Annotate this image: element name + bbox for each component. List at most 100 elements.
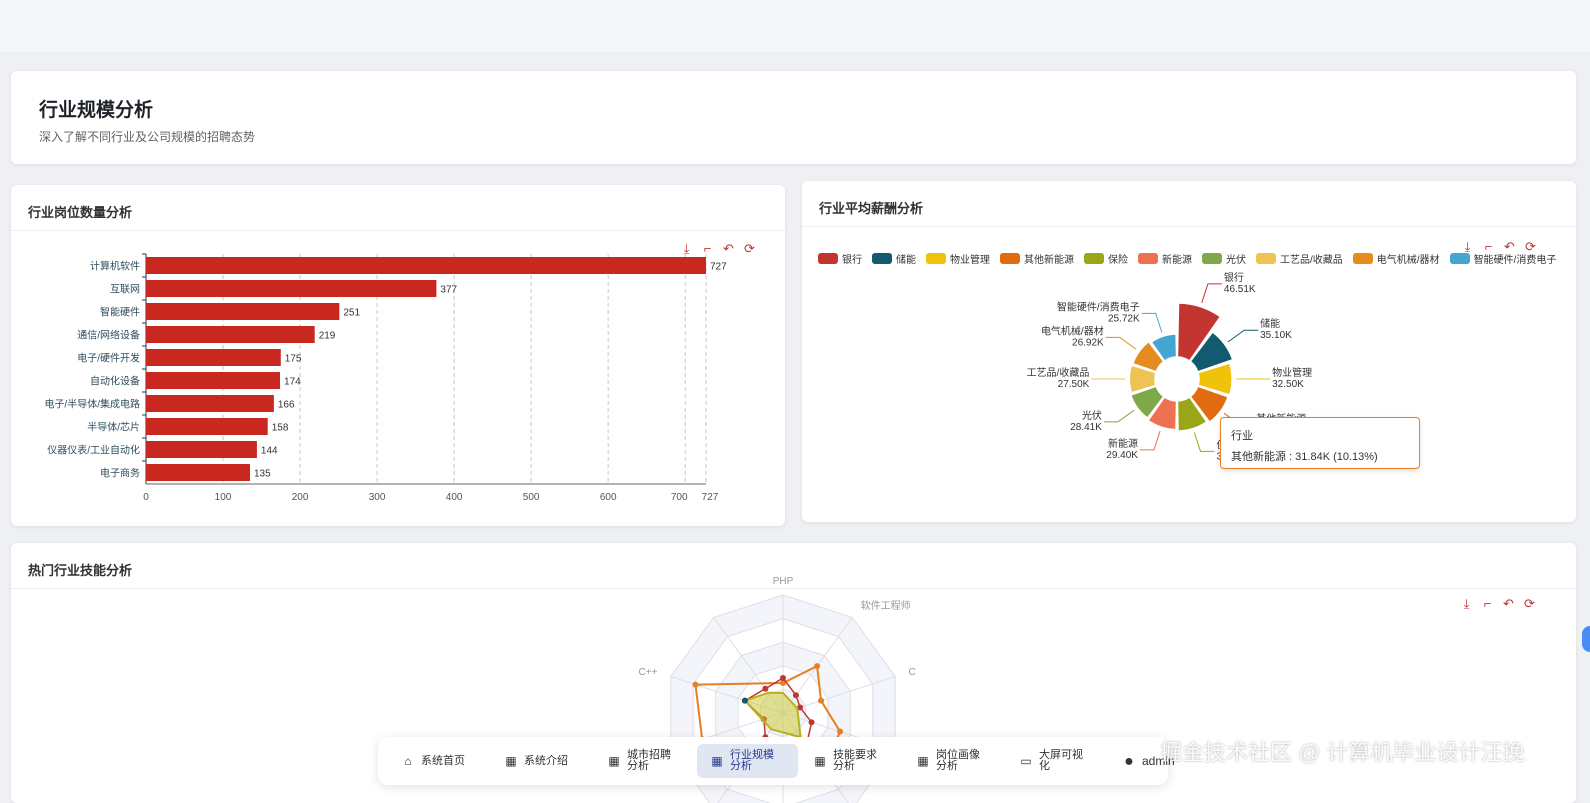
- slice-name-label: 银行: [1224, 271, 1244, 284]
- bar[interactable]: [146, 418, 268, 435]
- undo-icon[interactable]: ↶: [1503, 596, 1514, 611]
- card-title-skills: 热门行业技能分析: [11, 543, 1576, 589]
- home-icon: ⌂: [404, 753, 412, 768]
- legend-label: 光伏: [1226, 255, 1246, 266]
- pie-slice[interactable]: [1129, 385, 1165, 419]
- legend-swatch: [1138, 253, 1158, 264]
- pie-slice[interactable]: [1189, 385, 1229, 423]
- legend-item[interactable]: 其他新能源: [1000, 251, 1074, 266]
- y-tick-label: 仪器仪表/工业自动化: [47, 444, 140, 457]
- legend-item[interactable]: 物业管理: [926, 251, 990, 266]
- pie-slice[interactable]: [1150, 333, 1178, 362]
- nav-item[interactable]: ▦ 岗位画像分析: [903, 744, 1004, 778]
- radar-point[interactable]: [797, 704, 804, 711]
- radar-point[interactable]: [818, 697, 825, 704]
- chart-tooltip: 行业 其他新能源 : 31.84K (10.13%): [1220, 417, 1420, 469]
- legend-item[interactable]: 电气机械/器材: [1352, 251, 1440, 266]
- user-menu[interactable]: ● admin: [1109, 744, 1189, 778]
- bar[interactable]: [146, 257, 706, 274]
- nav-item[interactable]: ▭ 大屏可视化: [1006, 744, 1107, 778]
- crop-icon[interactable]: ⌐: [1483, 596, 1492, 611]
- legend-item[interactable]: 光伏: [1202, 251, 1246, 266]
- radar-point[interactable]: [780, 675, 786, 681]
- floating-handle[interactable]: [1582, 626, 1590, 652]
- legend-swatch: [1202, 253, 1222, 264]
- tooltip-title: 行业: [1231, 430, 1253, 442]
- bar[interactable]: [146, 326, 315, 343]
- crop-icon[interactable]: ⌐: [1484, 239, 1493, 254]
- chart-toolbox-jobs: ⤓ ⌐ ↶ ⟳: [679, 241, 757, 256]
- bar[interactable]: [146, 349, 281, 366]
- download-icon[interactable]: ⤓: [1464, 239, 1471, 254]
- bar[interactable]: [146, 441, 257, 458]
- slice-name-label: 光伏: [1082, 409, 1102, 422]
- nav-item[interactable]: ▦ 城市招聘分析: [594, 744, 695, 778]
- bar-value-label: 727: [710, 262, 727, 273]
- radar-point[interactable]: [808, 719, 815, 726]
- pie-slice[interactable]: [1176, 302, 1222, 362]
- refresh-icon[interactable]: ⟳: [1525, 239, 1536, 254]
- pie-slice[interactable]: [1197, 362, 1233, 396]
- nav-item-label: 行业规模分析: [730, 749, 774, 772]
- nav-item[interactable]: ▦ 系统介绍: [491, 744, 592, 778]
- radar-point[interactable]: [780, 680, 786, 686]
- legend-item[interactable]: 新能源: [1138, 251, 1192, 266]
- legend-swatch: [1256, 253, 1276, 264]
- bar[interactable]: [146, 395, 274, 412]
- legend-item[interactable]: 工艺品/收藏品: [1256, 251, 1343, 266]
- pie-slice[interactable]: [1147, 396, 1178, 431]
- slice-value-label: 25.72K: [1108, 313, 1140, 324]
- bottom-nav: ⌂ 系统首页 ▦ 系统介绍 ▦ 城市招聘分析 ▦ 行业规模分析 ▦ 技能要求分析 ▦ 岗位画像分析 ▭ 大…: [378, 737, 1175, 785]
- legend-swatch: [818, 253, 838, 264]
- legend-item[interactable]: 智能硬件/消费电子: [1449, 251, 1556, 266]
- radar-point[interactable]: [741, 697, 748, 704]
- bar[interactable]: [146, 280, 437, 297]
- y-tick-label: 互联网: [110, 284, 140, 296]
- nav-item-label: 城市招聘分析: [627, 749, 671, 772]
- undo-icon[interactable]: ↶: [723, 241, 734, 256]
- x-tick-label: 300: [369, 492, 386, 503]
- pie-slice[interactable]: [1132, 340, 1165, 373]
- grid-icon: ▦: [505, 753, 517, 768]
- nav-item[interactable]: ▦ 技能要求分析: [800, 744, 901, 778]
- legend-item[interactable]: 银行: [818, 251, 862, 266]
- bar[interactable]: [146, 464, 250, 481]
- radar-indicator-label: PHP: [773, 576, 794, 587]
- industry-jobs-card: 行业岗位数量分析 ⤓ ⌐ ↶ ⟳ 计算机软件 727 互联网 377 智能硬件 251 通信…: [11, 185, 785, 526]
- radar-point[interactable]: [814, 663, 821, 670]
- legend-item[interactable]: 保险: [1084, 251, 1128, 266]
- industry-jobs-bar-chart: 计算机软件 727 互联网 377 智能硬件 251 通信/网络设备 219 电子/硬件开发 17…: [44, 253, 727, 503]
- bar[interactable]: [146, 303, 340, 320]
- label-line: [1193, 432, 1215, 452]
- nav-item-label: 系统介绍: [524, 754, 568, 767]
- label-line: [1105, 336, 1137, 350]
- refresh-icon[interactable]: ⟳: [1524, 596, 1535, 611]
- legend-label: 保险: [1108, 255, 1128, 266]
- legend-swatch: [872, 253, 892, 264]
- radar-point[interactable]: [692, 681, 699, 688]
- pie-slice[interactable]: [1189, 331, 1234, 373]
- grid-icon: ▦: [608, 753, 620, 768]
- undo-icon[interactable]: ↶: [1504, 239, 1515, 254]
- legend-item[interactable]: 储能: [872, 251, 916, 266]
- crop-icon[interactable]: ⌐: [703, 241, 712, 256]
- slice-value-label: 32.50K: [1272, 379, 1304, 390]
- nav-item[interactable]: ▦ 行业规模分析: [697, 744, 798, 778]
- legend-label: 物业管理: [950, 255, 990, 266]
- bar[interactable]: [146, 372, 281, 389]
- slice-value-label: 26.92K: [1072, 337, 1104, 348]
- y-tick-label: 电子/硬件开发: [77, 352, 140, 365]
- refresh-icon[interactable]: ⟳: [744, 241, 755, 256]
- radar-point[interactable]: [792, 692, 799, 699]
- x-tick-label: 100: [215, 492, 232, 503]
- radar-point[interactable]: [762, 685, 769, 692]
- card-title-jobs: 行业岗位数量分析: [11, 185, 785, 231]
- radar-point[interactable]: [837, 728, 844, 735]
- pie-slice[interactable]: [1128, 364, 1157, 394]
- download-icon[interactable]: ⤓: [1463, 596, 1470, 611]
- download-icon[interactable]: ⤓: [683, 241, 690, 256]
- bar-value-label: 219: [319, 331, 336, 342]
- slice-value-label: 29.40K: [1106, 450, 1138, 461]
- nav-item[interactable]: ⌂ 系统首页: [388, 744, 489, 778]
- pie-slice[interactable]: [1176, 396, 1208, 432]
